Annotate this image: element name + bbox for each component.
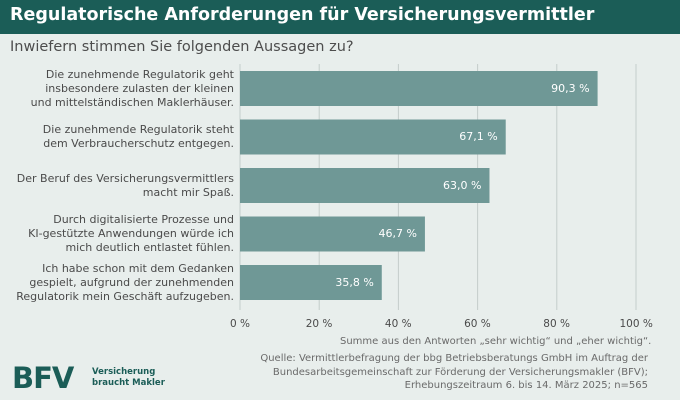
category-label-line: Durch digitalisierte Prozesse und	[53, 213, 234, 226]
bar	[240, 216, 425, 252]
category-label-line: mich deutlich entlastet fühlen.	[65, 241, 234, 254]
x-tick-label: 80 %	[543, 318, 570, 330]
category-label: Ich habe schon mit dem Gedanken gespielt,…	[4, 262, 234, 304]
category-label: Die zunehmende Regulatorik steht dem Verb…	[4, 123, 234, 151]
category-label-line: macht mir Spaß.	[142, 185, 234, 199]
category-label: Die zunehmende Regulatorik geht insbesond…	[4, 68, 234, 110]
x-tick-label: 20 %	[305, 318, 333, 330]
category-label-line: Die zunehmende Regulatorik geht	[45, 67, 234, 81]
logo-claim-line: Versicherung	[92, 367, 156, 377]
category-label-line: Der Beruf des Versicherungsvermittlers	[16, 171, 234, 185]
x-tick-label: 60 %	[464, 318, 491, 330]
category-label-line: Ich habe schon mit dem Gedanken	[42, 261, 234, 275]
category-label-line: Die zunehmende Regulatorik steht	[42, 123, 234, 136]
bar-value-label: 90,3 %	[551, 81, 590, 95]
bar	[240, 265, 382, 300]
category-label-line: und mittelständischen Maklerhäuser.	[30, 95, 234, 109]
source-line: Bundesarbeitsgemeinschaft zur Förderung …	[272, 366, 648, 378]
logo-claim-line: braucht Makler	[92, 378, 165, 388]
source-line: Erhebungszeitraum 6. bis 14. März 2025; …	[404, 380, 648, 391]
x-tick-label: 100 %	[619, 318, 653, 330]
source-line: Quelle: Vermittlerbefragung der bbg Betr…	[260, 353, 648, 364]
category-label-line: KI-gestützte Anwendungen würde ich	[28, 227, 234, 240]
category-label: Durch digitalisierte Prozesse und KI-gest…	[4, 213, 234, 255]
bar-value-label: 46,7 %	[378, 227, 417, 240]
chart-subtitle: Inwiefern stimmen Sie folgenden Aussagen…	[10, 39, 354, 55]
chart-note: Summe aus den Antworten „sehr wichtig“ u…	[340, 336, 652, 347]
x-tick-label: 0 %	[230, 318, 250, 330]
category-label: Der Beruf des Versicherungsvermittlers ma…	[4, 172, 234, 200]
category-label-line: dem Verbraucherschutz entgegen.	[43, 137, 234, 150]
chart-title: Regulatorische Anforderungen für Versich…	[10, 5, 595, 25]
bar-value-label: 63,0 %	[443, 178, 482, 192]
header-bar: Regulatorische Anforderungen für Versich…	[0, 0, 680, 34]
logo-claim: Versicherung braucht Makler	[92, 367, 182, 389]
logo-mark: BFV	[12, 361, 74, 395]
bar	[240, 71, 598, 106]
x-tick-label: 40 %	[384, 318, 412, 330]
bar-value-label: 35,8 %	[335, 275, 374, 289]
bar-value-label: 67,1 %	[459, 130, 498, 143]
bar	[240, 119, 506, 155]
category-label-line: Regulatorik mein Geschäft aufzugeben.	[16, 289, 234, 303]
source-note: Quelle: Vermittlerbefragung der bbg Betr…	[228, 352, 648, 393]
category-label-line: gespielt, aufgrund der zunehmenden	[29, 275, 234, 289]
category-label-line: insbesondere zulasten der kleinen	[45, 81, 234, 95]
bar	[240, 168, 490, 203]
